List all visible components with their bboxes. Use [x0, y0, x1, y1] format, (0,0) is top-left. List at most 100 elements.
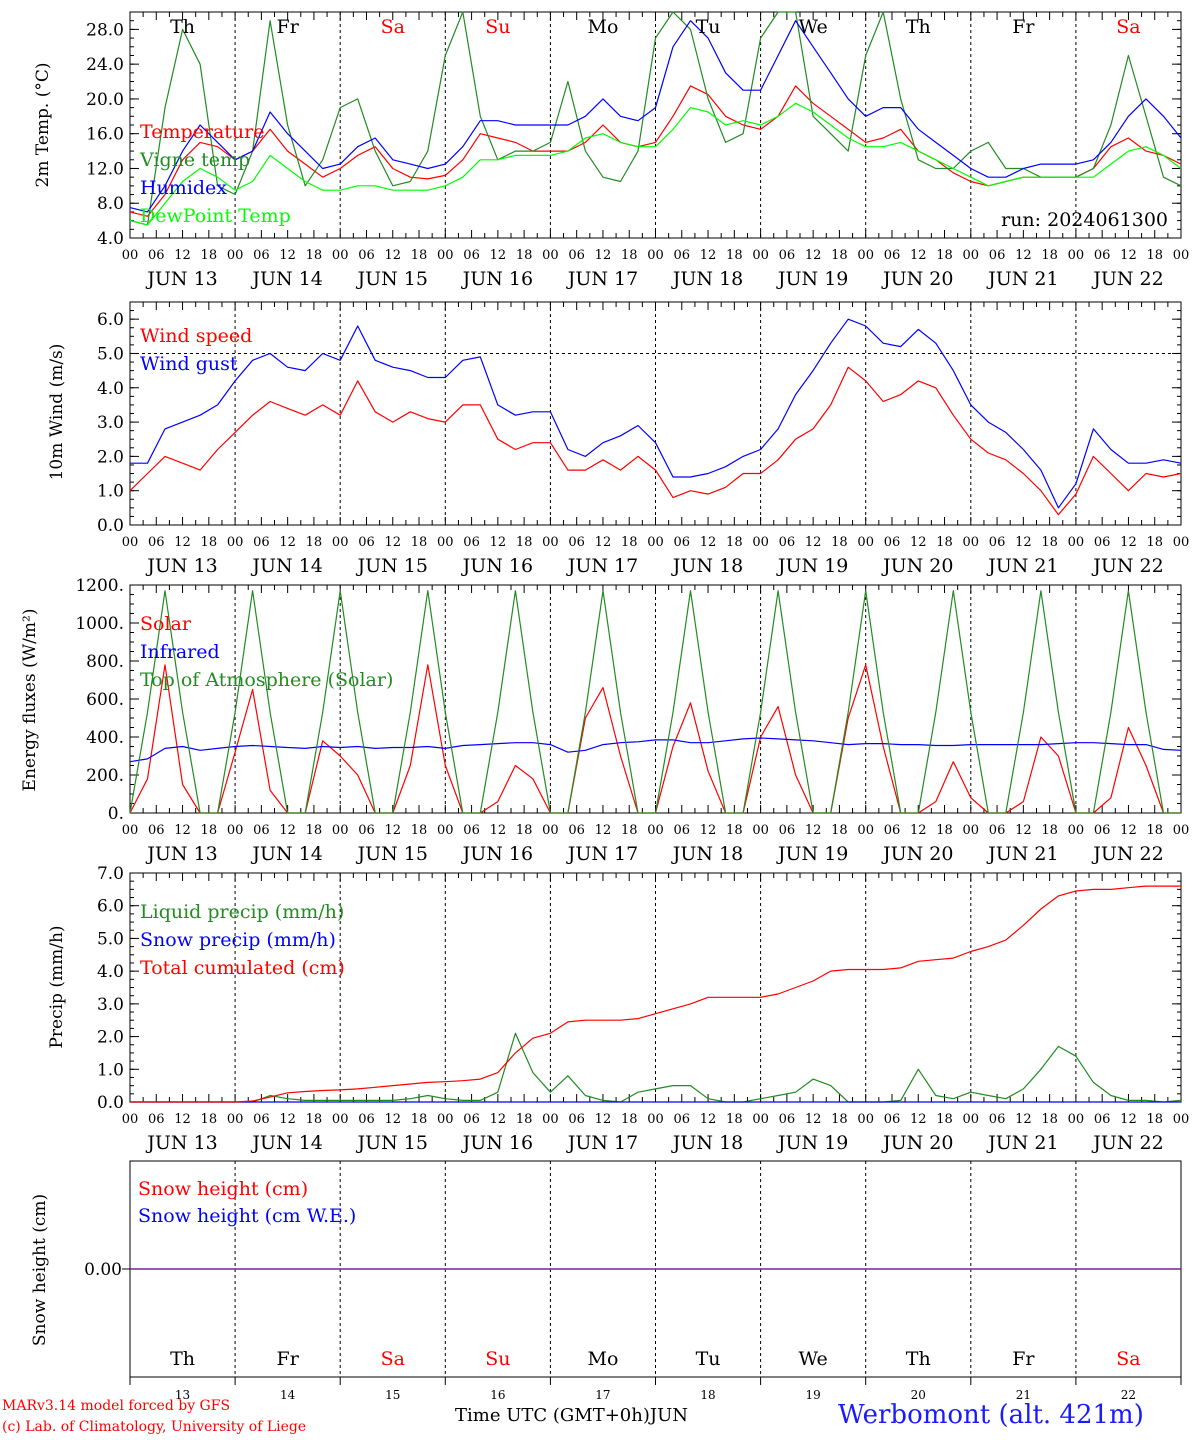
hour-label: 18	[411, 1112, 428, 1127]
weekday-label-top: Sa	[381, 16, 405, 38]
series-line-1	[129, 11, 1182, 226]
hour-label: 00	[227, 248, 244, 263]
hour-label: 06	[674, 248, 691, 263]
hour-label: 06	[884, 535, 901, 550]
hour-label: 06	[358, 823, 375, 838]
weekday-label-bottom: Su	[485, 1348, 510, 1370]
hour-label: 06	[674, 535, 691, 550]
time-axis-title: Time UTC (GMT+0h)JUN	[455, 1405, 688, 1426]
hour-label: 12	[1015, 535, 1032, 550]
y-tick-label: 6.0	[97, 897, 124, 917]
hour-label: 00	[542, 823, 559, 838]
date-label: JUN 17	[566, 843, 638, 865]
legend-entry: Wind speed	[140, 325, 252, 347]
y-tick-label: 2.0	[97, 1028, 124, 1048]
weekday-label-bottom: Fr	[277, 1348, 300, 1370]
date-label: JUN 14	[250, 843, 322, 865]
hour-label: 00	[963, 248, 980, 263]
series-line-0	[130, 1032, 1182, 1103]
hour-label: 00	[542, 535, 559, 550]
hour-label: 18	[621, 823, 638, 838]
hour-label: 18	[726, 248, 743, 263]
y-tick-label: 16.0	[86, 125, 124, 145]
y-tick-label: 24.0	[86, 55, 124, 75]
hour-label: 12	[384, 248, 401, 263]
y-tick-label: 5.0	[97, 344, 124, 364]
date-label: JUN 16	[461, 268, 533, 290]
hour-label: 18	[831, 1112, 848, 1127]
date-label: JUN 18	[671, 843, 743, 865]
y-tick-label: 4.0	[97, 379, 124, 399]
hour-label: 12	[490, 823, 507, 838]
hour-label: 12	[490, 1112, 507, 1127]
hour-label: 00	[647, 535, 664, 550]
hour-label: 00	[332, 535, 349, 550]
hour-label: 06	[989, 823, 1006, 838]
hour-label: 12	[384, 1112, 401, 1127]
hour-label: 18	[1041, 535, 1058, 550]
hour-label: 00	[1068, 1112, 1085, 1127]
y-tick-label: 8.0	[97, 194, 124, 214]
date-label: JUN 21	[986, 555, 1058, 577]
legend-entry: Top of Atmosphere (Solar)	[140, 669, 393, 691]
hour-label: 00	[1173, 1112, 1190, 1127]
hour-label: 06	[1094, 535, 1111, 550]
weekday-label-top: Su	[485, 16, 510, 38]
hour-label: 18	[936, 823, 953, 838]
date-label: JUN 22	[1091, 268, 1163, 290]
hour-label: 18	[306, 248, 323, 263]
hour-label: 18	[516, 535, 533, 550]
hour-label: 00	[122, 248, 139, 263]
hour-label: 12	[910, 1112, 927, 1127]
hour-label: 00	[1068, 535, 1085, 550]
hour-label: 06	[1094, 248, 1111, 263]
weekday-label-top: Sa	[1116, 16, 1140, 38]
date-label: JUN 15	[356, 1132, 428, 1154]
hour-label: 00	[963, 823, 980, 838]
y-tick-label: 4.0	[97, 229, 124, 249]
hour-label: 00	[227, 535, 244, 550]
hour-label: 18	[936, 248, 953, 263]
y-tick-label: 7.0	[97, 864, 124, 884]
hour-label: 00	[857, 248, 874, 263]
y-tick-label: 1000.	[75, 614, 124, 634]
hour-label: 18	[621, 248, 638, 263]
date-label: JUN 22	[1091, 843, 1163, 865]
hour-label: 00	[122, 823, 139, 838]
hour-label: 12	[1120, 248, 1137, 263]
y-axis-label: Energy fluxes (W/m²)	[20, 609, 40, 792]
date-label: JUN 17	[566, 555, 638, 577]
hour-label: 18	[201, 823, 218, 838]
hour-label: 00	[122, 535, 139, 550]
y-tick-label: 3.0	[97, 995, 124, 1015]
hour-label: 12	[279, 1112, 296, 1127]
hour-label: 06	[989, 248, 1006, 263]
hour-label: 18	[831, 823, 848, 838]
hour-label: 06	[148, 823, 165, 838]
day-number-label: 21	[1016, 1388, 1031, 1402]
y-tick-label: 400.	[86, 728, 124, 748]
weekday-label-top: We	[799, 16, 828, 38]
hour-label: 18	[1146, 1112, 1163, 1127]
y-tick-label: 3.0	[97, 413, 124, 433]
hour-label: 18	[201, 535, 218, 550]
hour-label: 06	[253, 248, 270, 263]
date-label: JUN 19	[776, 268, 848, 290]
date-label: JUN 13	[145, 268, 217, 290]
hour-label: 18	[621, 1112, 638, 1127]
y-axis-label: Snow height (cm)	[30, 1194, 50, 1346]
legend-entry: Humidex	[140, 177, 227, 199]
hour-label: 12	[700, 535, 717, 550]
date-label: JUN 16	[461, 1132, 533, 1154]
hour-label: 18	[1041, 823, 1058, 838]
hour-label: 06	[568, 535, 585, 550]
legend-entry: Snow height (cm W.E.)	[138, 1205, 356, 1227]
date-label: JUN 14	[250, 555, 322, 577]
legend-entry: Liquid precip (mm/h)	[140, 901, 344, 923]
date-label: JUN 18	[671, 1132, 743, 1154]
hour-label: 18	[411, 823, 428, 838]
weekday-label-bottom: Th	[906, 1348, 931, 1370]
hour-label: 06	[358, 1112, 375, 1127]
day-number-label: 15	[385, 1388, 400, 1402]
hour-label: 12	[384, 535, 401, 550]
